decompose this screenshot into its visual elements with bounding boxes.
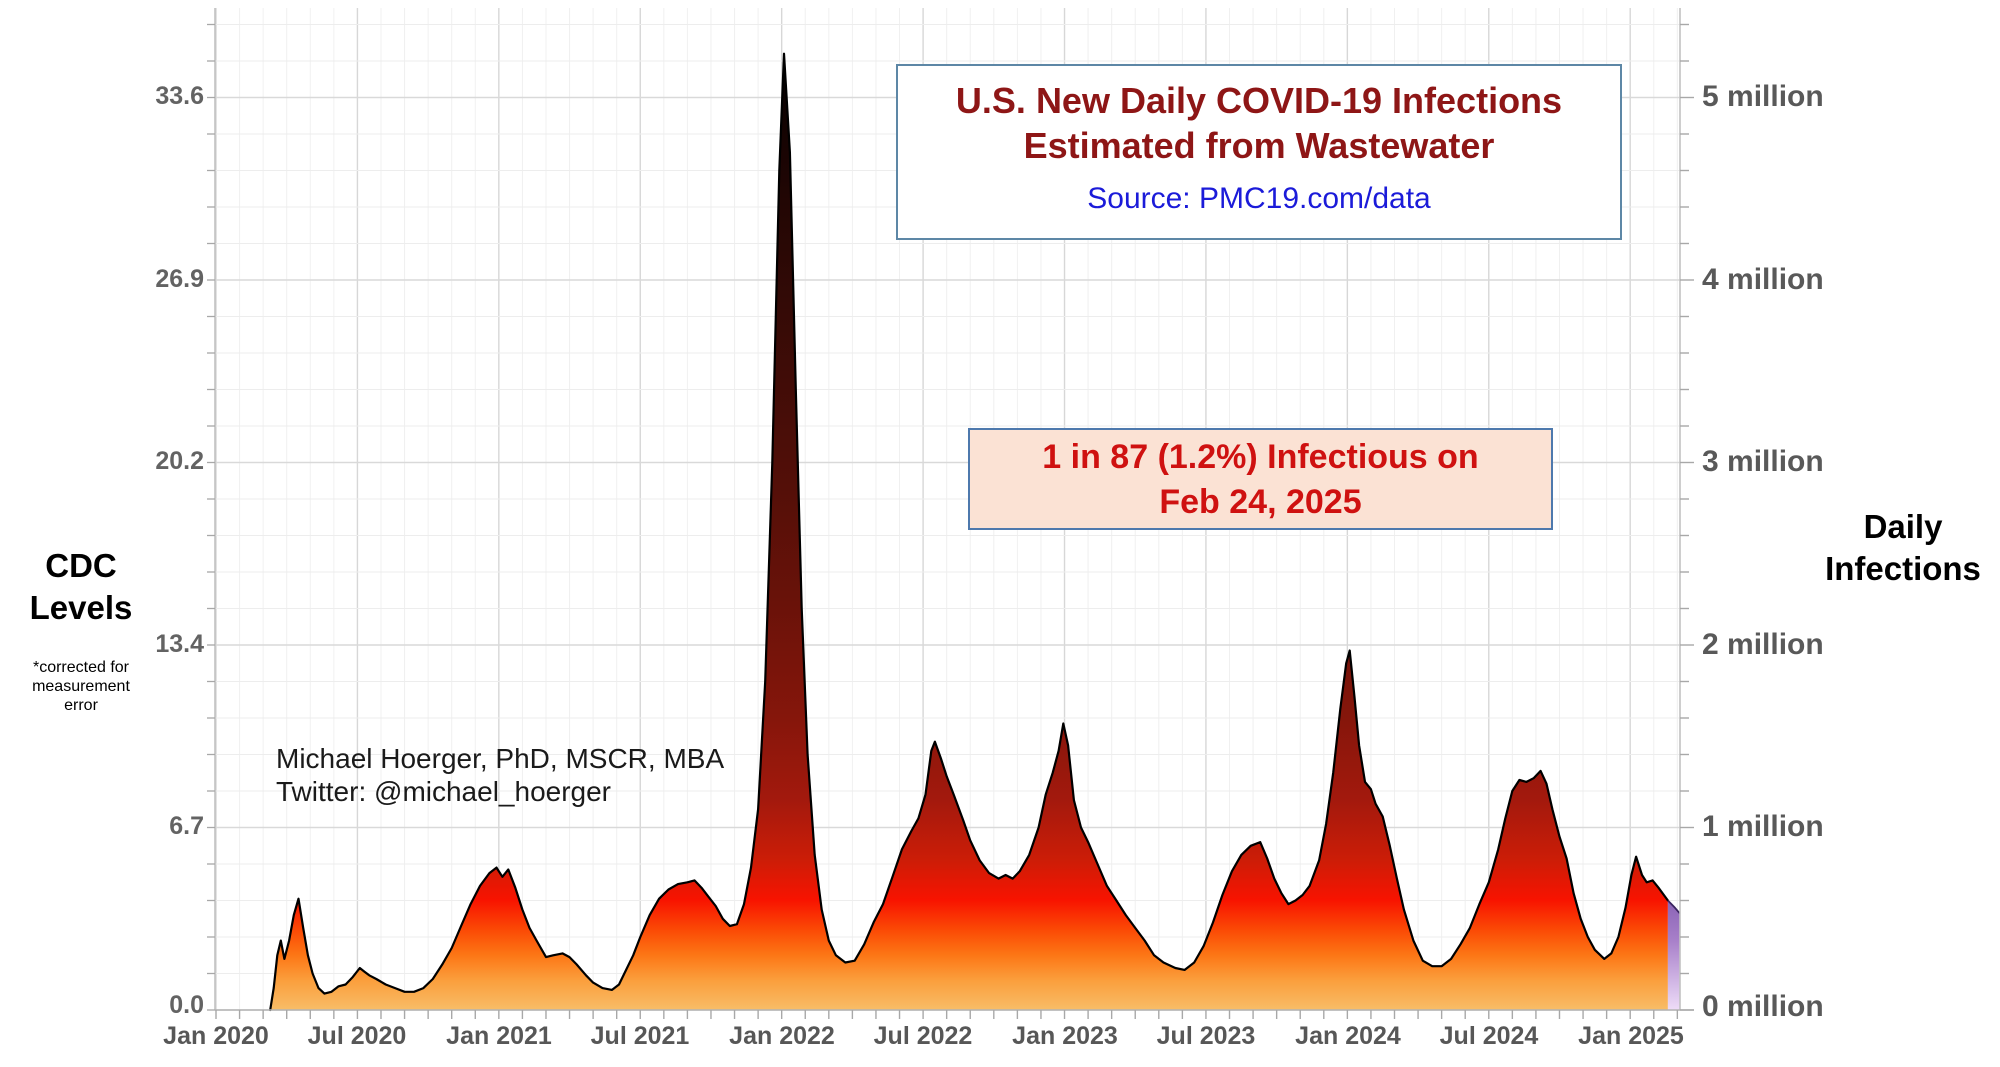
- left-axis-footnote-line3: error: [64, 697, 98, 714]
- x-axis-tick: Jul 2021: [590, 1022, 690, 1050]
- x-axis-tick: Jul 2023: [1156, 1022, 1256, 1050]
- left-axis-tick: 0.0: [169, 991, 204, 1019]
- right-axis-tick: 4 million: [1702, 263, 1824, 296]
- right-axis-tick: 1 million: [1702, 810, 1824, 843]
- chart-title-line1: U.S. New Daily COVID-19 Infections: [955, 80, 1563, 121]
- author-credit-line2: Twitter: @michael_hoerger: [276, 776, 612, 807]
- x-axis-tick: Jan 2021: [446, 1022, 552, 1050]
- x-axis-tick: Jan 2024: [1295, 1022, 1401, 1050]
- x-axis-tick: Jan 2020: [163, 1022, 269, 1050]
- left-axis-tick: 33.6: [155, 82, 204, 110]
- chart-title-box: U.S. New Daily COVID-19 Infections Estim…: [896, 64, 1622, 240]
- right-axis-title: Daily Infections: [1808, 506, 1998, 590]
- x-axis-tick: Jul 2024: [1439, 1022, 1539, 1050]
- left-axis-footnote-line1: *corrected for: [32, 659, 130, 676]
- left-axis-title-line1: CDC: [45, 547, 117, 584]
- left-axis-title-line2: Levels: [29, 589, 133, 626]
- right-axis-tick: 0 million: [1702, 990, 1824, 1023]
- author-credit-line1: Michael Hoerger, PhD, MSCR, MBA: [276, 743, 725, 774]
- x-axis-tick: Jan 2023: [1012, 1022, 1118, 1050]
- chart-title-line2: Estimated from Wastewater: [1023, 125, 1495, 166]
- x-axis-tick: Jan 2025: [1578, 1022, 1684, 1050]
- source-link: Source: PMC19.com/data: [1087, 182, 1431, 215]
- x-axis-tick: Jul 2022: [873, 1022, 973, 1050]
- left-axis-footnote: *corrected for measurement error: [0, 658, 162, 715]
- annotation-line2: Feb 24, 2025: [1159, 483, 1362, 521]
- left-axis-tick: 20.2: [155, 447, 204, 475]
- left-axis-tick: 6.7: [169, 812, 204, 840]
- x-axis-tick: Jan 2022: [729, 1022, 835, 1050]
- right-axis-title-line1: Daily: [1863, 508, 1943, 545]
- left-axis-footnote-line2: measurement: [32, 678, 130, 695]
- right-axis-title-line2: Infections: [1825, 550, 1981, 587]
- left-axis-tick: 26.9: [155, 265, 204, 293]
- right-axis-tick: 5 million: [1702, 80, 1824, 113]
- x-axis-tick: Jul 2020: [307, 1022, 407, 1050]
- left-axis-title: CDC Levels: [0, 545, 162, 629]
- annotation-line1: 1 in 87 (1.2%) Infectious on: [1042, 438, 1479, 476]
- left-axis-tick: 13.4: [155, 630, 204, 658]
- author-credit: Michael Hoerger, PhD, MSCR, MBA Twitter:…: [276, 742, 724, 808]
- infectious-annotation-box: 1 in 87 (1.2%) Infectious on Feb 24, 202…: [968, 428, 1553, 530]
- right-axis-tick: 2 million: [1702, 628, 1824, 661]
- right-axis-tick: 3 million: [1702, 445, 1824, 478]
